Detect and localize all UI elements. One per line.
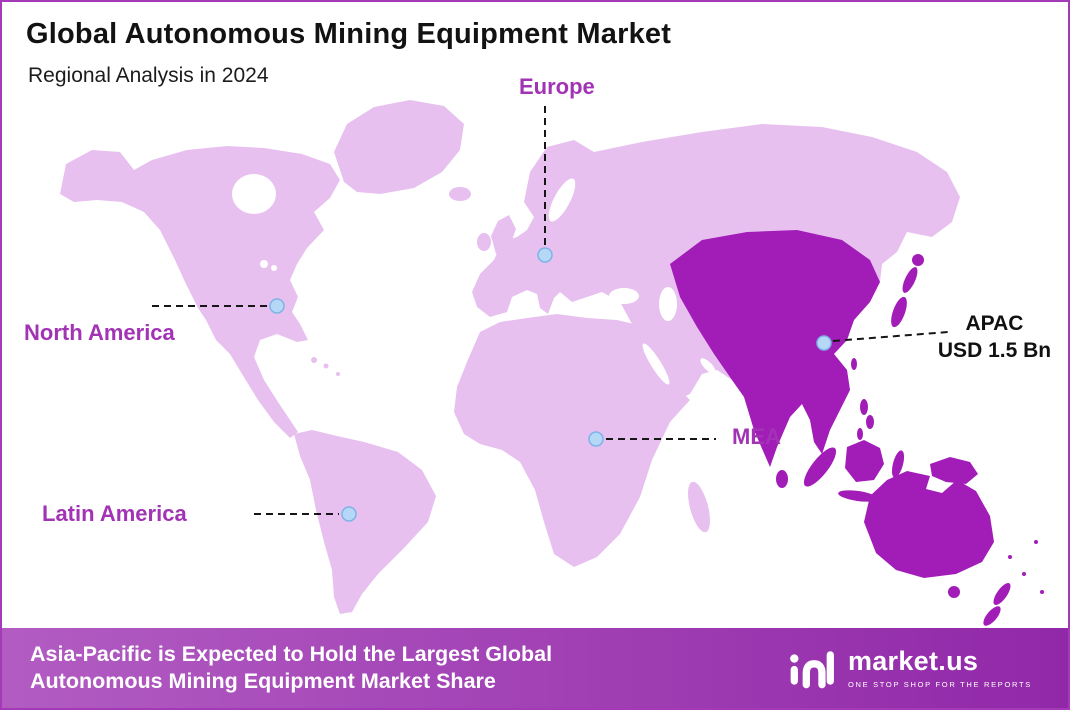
footer-headline-line1: Asia-Pacific is Expected to Hold the Lar… [30,642,553,666]
region-apac-mainland [670,230,880,467]
brand-text: market.us ONE STOP SHOP FOR THE REPORTS [847,645,1032,689]
island-caribbean [323,363,329,369]
map-marker-europe [537,247,553,263]
hudson-bay [232,174,276,214]
continent-south-america [294,430,436,614]
island-japan [902,267,918,293]
brand-name: market.us [847,645,979,676]
island-sulawesi [891,450,905,478]
page-title: Global Autonomous Mining Equipment Marke… [26,18,672,50]
island-pacific [1034,540,1038,544]
brand-tagline: ONE STOP SHOP FOR THE REPORTS [847,679,1032,689]
footer-headline: Asia-Pacific is Expected to Hold the Lar… [30,641,552,695]
map-marker-apac [816,335,832,351]
island-ireland [477,233,491,251]
great-lakes [260,260,268,268]
continent-australia [864,471,994,578]
region-label-apac: APAC USD 1.5 Bn [922,310,1067,364]
island-madagascar [688,481,710,533]
region-label-north-america: North America [24,320,175,345]
great-lakes [271,265,277,271]
island-japan [891,296,907,328]
island-java [838,490,878,502]
island-caribbean [311,357,317,363]
island-pacific [1008,555,1012,559]
apac-region-value: USD 1.5 Bn [937,339,1052,362]
island-new-zealand [983,606,1001,626]
island-caribbean [336,372,340,376]
island-philippines [857,428,863,440]
region-label-europe: Europe [519,74,595,99]
continent-north-america [60,146,340,438]
persian-gulf [700,358,716,374]
apac-region-name: APAC [965,312,1024,335]
caspian-sea [659,287,677,321]
footer-banner: Asia-Pacific is Expected to Hold the Lar… [2,628,1068,708]
leader-line-apac [832,331,949,342]
map-marker-north-america [269,298,285,314]
marketus-logo-icon [790,651,834,689]
red-sea [642,343,670,385]
island-pacific [1022,572,1026,576]
island-iceland [449,187,471,201]
region-label-mea: MEA [732,424,781,449]
island-new-guinea [930,457,978,484]
page-subtitle: Regional Analysis in 2024 [28,64,269,87]
island-new-zealand [993,582,1011,606]
baltic-sea [548,178,576,222]
island-japan [912,254,924,266]
map-marker-mea [588,431,604,447]
island-sumatra [803,447,837,487]
island-borneo [845,440,884,482]
footer-headline-line2: Autonomous Mining Equipment Market Share [30,669,496,693]
island-sri-lanka [776,470,788,488]
continent-africa [454,314,690,567]
island-tasmania [948,586,960,598]
island-united-kingdom [491,215,516,254]
map-marker-latin-america [341,506,357,522]
brand-logo: market.us ONE STOP SHOP FOR THE REPORTS [787,644,1040,692]
black-sea [609,288,639,304]
island-philippines [860,399,868,415]
island-greenland [334,100,464,194]
region-label-latin-america: Latin America [42,501,187,526]
island-taiwan [851,358,857,370]
island-pacific [1040,590,1044,594]
island-philippines [866,415,874,429]
